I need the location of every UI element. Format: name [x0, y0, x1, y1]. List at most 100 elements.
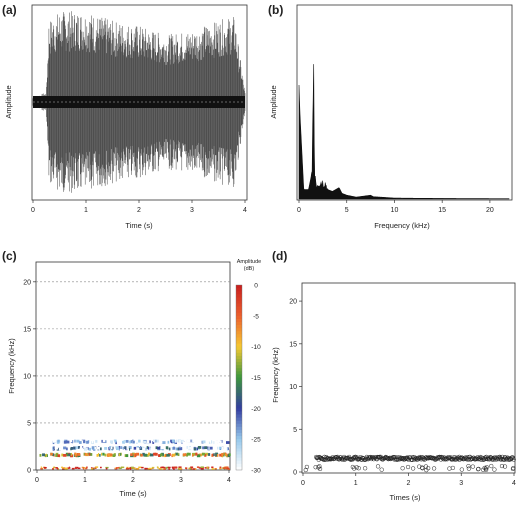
spectrogram-cell	[56, 467, 59, 470]
panel-d-frame	[301, 282, 516, 474]
colorbar-swatch	[236, 423, 242, 428]
spectrogram-cell	[211, 453, 215, 457]
x-tick-label: 0	[35, 477, 39, 484]
colorbar-swatch	[236, 340, 242, 344]
data-point	[492, 467, 497, 472]
colorbar-tick-label: -20	[251, 406, 261, 413]
spectrogram-cell	[94, 467, 97, 469]
data-point	[410, 457, 415, 462]
spectrogram-cell	[142, 447, 146, 451]
spectrogram-cell	[204, 446, 208, 450]
spectrogram-cell	[46, 454, 48, 458]
spectrogram-cell	[39, 453, 42, 457]
spectrogram-cell	[70, 454, 74, 458]
data-point	[400, 456, 405, 462]
colorbar-swatch	[236, 325, 242, 329]
spectrogram-cell	[78, 441, 82, 444]
spectrogram-cell	[162, 441, 166, 444]
colorbar-tick-label: -30	[251, 468, 261, 475]
spectrogram-cell	[57, 454, 60, 458]
colorbar-swatch	[236, 365, 242, 369]
spectrogram-cell	[62, 467, 66, 469]
spectrogram-cell	[87, 452, 91, 456]
spectrogram-cell	[182, 453, 186, 457]
colorbar-swatch	[236, 359, 242, 363]
spectrogram-cell	[213, 441, 218, 444]
spectrogram-cell	[155, 452, 158, 456]
spectrogram-cell	[136, 447, 140, 451]
spectrogram-cell	[190, 466, 193, 468]
spectrogram-cell	[144, 453, 147, 457]
low-frequency-points	[303, 463, 516, 473]
spectrogram-cell	[163, 468, 166, 470]
colorbar-unit: (dB)	[244, 266, 255, 272]
spectrogram-cell	[114, 467, 116, 470]
spectrogram-cell	[174, 439, 177, 443]
spectrogram-cell	[85, 453, 89, 457]
data-point	[484, 467, 489, 472]
spectrogram-cell	[178, 439, 182, 443]
data-point	[450, 465, 456, 471]
spectrogram-cell	[157, 467, 159, 469]
spectrogram-cell	[134, 468, 136, 470]
data-point	[352, 466, 357, 471]
colorbar-swatch	[236, 420, 242, 425]
data-point	[503, 455, 508, 460]
spectrogram-cell	[163, 454, 166, 458]
spectrogram-cell	[153, 452, 157, 456]
spectrogram-cell	[215, 453, 217, 457]
colorbar-swatch	[236, 377, 242, 381]
colorbar-frame	[235, 284, 243, 471]
colorbar-swatch	[236, 334, 242, 338]
data-point	[470, 464, 475, 469]
colorbar-swatch	[236, 399, 242, 403]
spectrogram-cell	[120, 446, 123, 449]
data-point	[476, 467, 481, 472]
spectrogram-cell	[175, 452, 179, 456]
data-point	[379, 456, 385, 461]
spectrogram-cell	[173, 468, 175, 470]
spectrogram-cell	[177, 467, 181, 470]
spectrogram-cell	[120, 466, 125, 469]
spectrogram-cell	[118, 446, 121, 449]
panel-b-spectrum	[298, 64, 510, 200]
spectrogram-cell	[68, 467, 71, 469]
spectrogram-cell	[161, 466, 164, 469]
spectrogram-cell	[190, 468, 193, 470]
spectrogram-cell	[113, 440, 115, 444]
colorbar-swatch	[236, 466, 242, 471]
spectrogram-cell	[227, 447, 229, 451]
data-point	[476, 466, 481, 472]
x-tick-label: 3	[179, 477, 183, 484]
spectrogram-cell	[189, 467, 192, 470]
colorbar-swatch	[236, 297, 242, 301]
panel-b-frame	[296, 4, 513, 201]
spectrogram-cell	[228, 453, 231, 457]
panel-d: 0 1 2 3 4 0 5 10 15 20 Times (s) Frequency (kHz)	[271, 282, 516, 502]
colorbar-swatch	[236, 318, 242, 323]
x-tick-label: 1	[84, 207, 88, 214]
spectrogram-cell	[168, 447, 171, 451]
data-point	[379, 467, 384, 472]
colorbar-swatch	[236, 436, 242, 440]
spectrogram-cell	[211, 440, 213, 444]
spectrogram-cell	[73, 446, 77, 450]
spectrogram-cell	[130, 453, 133, 457]
spectrogram-cell	[206, 440, 209, 444]
y-tick-label: 20	[289, 299, 297, 306]
spectrogram-cell	[165, 467, 168, 469]
spectrogram-cell	[60, 446, 62, 450]
spectrogram-cell	[165, 440, 169, 444]
colorbar-swatch	[236, 439, 242, 443]
spectrogram-cell	[197, 446, 202, 449]
data-point	[489, 463, 494, 469]
spectrogram-cell	[147, 446, 150, 450]
spectrogram-cell	[61, 453, 64, 457]
spectrogram-cell	[167, 440, 170, 444]
spectrogram-cell	[110, 440, 113, 444]
spectrogram-cell	[217, 446, 219, 450]
spectrogram-cell	[216, 440, 219, 444]
spectrogram-cell	[125, 467, 130, 470]
spectrogram-cell	[125, 454, 129, 458]
spectrogram-cell	[91, 446, 95, 450]
